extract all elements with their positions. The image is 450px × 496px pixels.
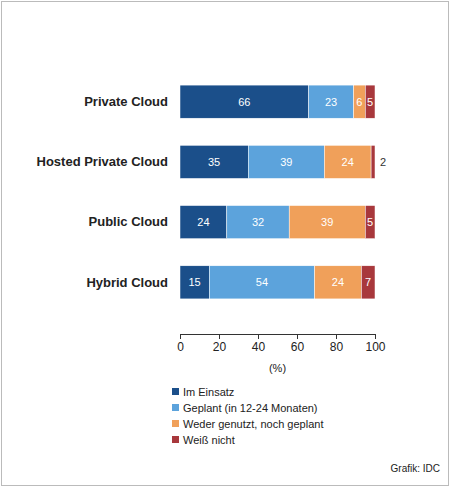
data-label: 6 (356, 96, 362, 108)
bar (180, 206, 227, 239)
bar (365, 85, 375, 118)
bar (289, 206, 365, 239)
bar (361, 266, 375, 299)
x-tick: 80 (330, 334, 344, 354)
data-label: 39 (321, 216, 333, 228)
bar (309, 85, 354, 118)
data-label: 66 (238, 96, 250, 108)
bar (180, 85, 309, 118)
y-axis: Private Cloud Hosted Private Cloud Public … (37, 94, 180, 290)
tick-mark (258, 334, 259, 339)
legend: Im Einsatz Geplant (in 12-24 Monaten) Wede… (172, 386, 323, 446)
bar (315, 266, 362, 299)
legend-swatch (172, 388, 179, 395)
data-label: 7 (365, 276, 371, 288)
bar (180, 145, 248, 178)
tick-label: 40 (252, 340, 266, 354)
data-label: 39 (280, 156, 292, 168)
x-tick: 40 (252, 334, 266, 354)
legend-item: Im Einsatz (172, 386, 234, 398)
bar (365, 206, 375, 239)
bar (227, 206, 289, 239)
bar (354, 85, 366, 118)
legend-item: Weiß nicht (172, 434, 235, 446)
data-label: 24 (197, 216, 209, 228)
legend-swatch (172, 436, 179, 443)
data-label: 24 (332, 276, 344, 288)
data-label: 32 (252, 216, 264, 228)
x-tick: 20 (213, 334, 227, 354)
y-tick: Hybrid Cloud (86, 274, 180, 289)
data-label: 23 (325, 96, 337, 108)
data-label: 5 (367, 96, 373, 108)
legend-item: Weder genutzt, noch geplant (172, 418, 323, 430)
category-label: Hosted Private Cloud (37, 154, 169, 169)
tick-mark (219, 334, 220, 339)
legend-label: Weder genutzt, noch geplant (183, 418, 323, 430)
tick-label: 0 (177, 340, 184, 354)
plot-area (180, 85, 375, 299)
y-tick: Private Cloud (84, 94, 180, 109)
tick-label: 100 (365, 340, 385, 354)
bar (371, 145, 375, 178)
data-label: 2 (380, 156, 386, 168)
data-label: 15 (189, 276, 201, 288)
bar (248, 145, 324, 178)
legend-swatch (172, 404, 179, 411)
tick-mark (297, 334, 298, 339)
source: Grafik: IDC (391, 463, 440, 474)
tick-label: 80 (330, 340, 344, 354)
y-tick: Public Cloud (89, 214, 180, 229)
category-label: Hybrid Cloud (86, 274, 168, 289)
tick-mark (375, 334, 376, 339)
tick-label: 60 (291, 340, 305, 354)
tick-mark (336, 334, 337, 339)
x-tick: 60 (291, 334, 305, 354)
legend-swatch (172, 420, 179, 427)
bar (180, 266, 209, 299)
x-tick: 100 (365, 334, 385, 354)
chart: 66 35 24 15 23 39 32 54 6 24 39 24 5 2 5 7 Private Cloud… (0, 0, 450, 496)
legend-item: Geplant (in 12-24 Monaten) (172, 402, 318, 414)
frame (2, 2, 449, 486)
x-tick: 0 (177, 334, 184, 354)
category-label: Private Cloud (84, 94, 168, 109)
data-label: 24 (342, 156, 354, 168)
x-axis-title: (%) (269, 362, 286, 374)
legend-label: Im Einsatz (183, 386, 234, 398)
data-labels: 66 35 24 15 23 39 32 54 6 24 39 24 5 2 5 7 (189, 96, 387, 289)
data-label: 54 (256, 276, 268, 288)
category-label: Public Cloud (89, 214, 169, 229)
y-tick: Hosted Private Cloud (37, 154, 180, 169)
tick-mark (180, 334, 181, 339)
legend-label: Geplant (in 12-24 Monaten) (183, 402, 318, 414)
x-axis: 0 20 40 60 80 100 (177, 334, 386, 354)
data-label: 35 (208, 156, 220, 168)
bar (209, 266, 314, 299)
legend-label: Weiß nicht (183, 434, 235, 446)
data-label: 5 (367, 216, 373, 228)
tick-label: 20 (213, 340, 227, 354)
bar (324, 145, 371, 178)
axis-line (181, 335, 376, 340)
